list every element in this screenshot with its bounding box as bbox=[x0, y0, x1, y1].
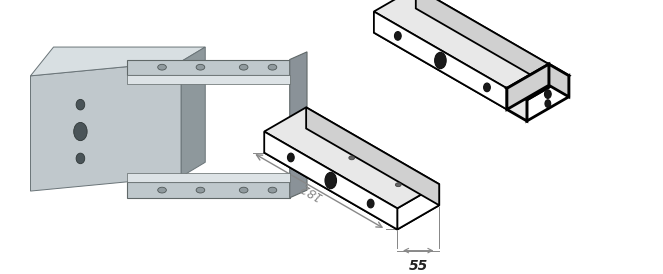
Ellipse shape bbox=[349, 156, 355, 160]
Polygon shape bbox=[265, 129, 439, 229]
Polygon shape bbox=[416, 0, 549, 85]
Ellipse shape bbox=[196, 187, 205, 193]
Polygon shape bbox=[507, 64, 569, 100]
Polygon shape bbox=[30, 61, 181, 191]
Text: 55: 55 bbox=[408, 259, 428, 273]
Ellipse shape bbox=[483, 83, 491, 92]
Polygon shape bbox=[127, 173, 290, 182]
Polygon shape bbox=[527, 76, 569, 121]
Polygon shape bbox=[127, 59, 290, 75]
Ellipse shape bbox=[544, 90, 551, 98]
Ellipse shape bbox=[545, 100, 551, 107]
Polygon shape bbox=[181, 47, 206, 177]
Ellipse shape bbox=[268, 64, 276, 70]
Ellipse shape bbox=[325, 172, 337, 189]
Polygon shape bbox=[306, 107, 439, 205]
Polygon shape bbox=[265, 132, 397, 229]
Polygon shape bbox=[127, 182, 290, 198]
Ellipse shape bbox=[288, 153, 294, 162]
Ellipse shape bbox=[435, 52, 446, 69]
Polygon shape bbox=[507, 64, 549, 109]
Ellipse shape bbox=[158, 64, 166, 70]
Ellipse shape bbox=[158, 187, 166, 193]
Ellipse shape bbox=[395, 183, 401, 187]
Ellipse shape bbox=[76, 99, 85, 110]
Ellipse shape bbox=[394, 32, 401, 40]
Ellipse shape bbox=[74, 122, 87, 141]
Polygon shape bbox=[374, 12, 507, 109]
Polygon shape bbox=[549, 64, 569, 97]
Polygon shape bbox=[374, 8, 549, 109]
Polygon shape bbox=[30, 47, 206, 76]
Text: 182: 182 bbox=[298, 179, 325, 203]
Ellipse shape bbox=[239, 64, 248, 70]
Polygon shape bbox=[374, 0, 549, 88]
Text: 158: 158 bbox=[500, 35, 527, 58]
Ellipse shape bbox=[367, 199, 374, 208]
Polygon shape bbox=[127, 75, 290, 84]
Ellipse shape bbox=[239, 187, 248, 193]
Ellipse shape bbox=[196, 64, 205, 70]
Polygon shape bbox=[397, 184, 439, 229]
Polygon shape bbox=[507, 64, 549, 109]
Polygon shape bbox=[290, 52, 307, 198]
Polygon shape bbox=[265, 107, 439, 208]
Ellipse shape bbox=[268, 187, 276, 193]
Ellipse shape bbox=[76, 153, 85, 164]
Polygon shape bbox=[507, 88, 527, 121]
